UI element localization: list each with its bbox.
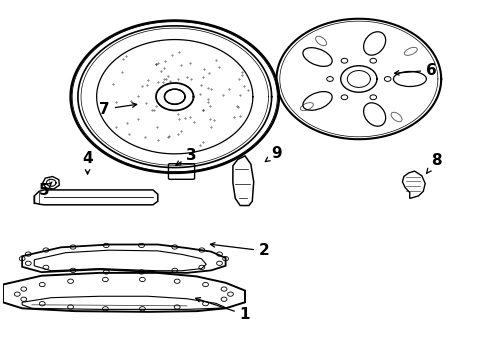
Text: 1: 1: [196, 298, 250, 322]
Text: 6: 6: [394, 63, 437, 78]
Text: 5: 5: [39, 182, 52, 198]
Text: 9: 9: [265, 146, 282, 162]
Text: 3: 3: [176, 148, 197, 165]
Text: 8: 8: [427, 153, 441, 174]
Text: 2: 2: [210, 243, 270, 258]
Text: 7: 7: [99, 102, 137, 117]
Text: 4: 4: [82, 151, 93, 174]
